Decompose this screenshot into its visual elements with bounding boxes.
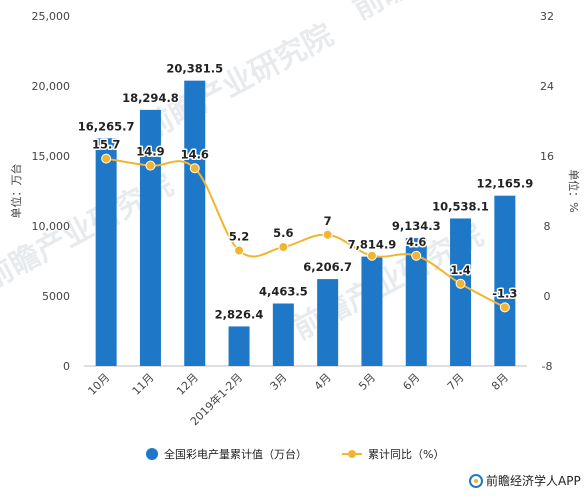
line-point (322, 229, 333, 240)
y2-tick-label: 32 (540, 10, 554, 23)
y2-tick-label: 0 (544, 290, 551, 303)
data-labels: 16,265.7 18,294.8 20,381.5 2,826.4 4,463.5 6,… (76, 60, 534, 323)
bar (228, 326, 250, 366)
bar-value-label: 10,538.1 (432, 199, 489, 213)
line-value-label: 1.4 (450, 263, 470, 277)
x-tick-label: 6月 (400, 371, 422, 393)
bar (317, 279, 339, 366)
bar-value-label: 16,265.7 (78, 119, 135, 133)
line-point (499, 302, 510, 313)
bar-value-label: 6,206.7 (303, 260, 352, 274)
line-point (366, 250, 377, 261)
bar (405, 238, 427, 366)
x-tick-label: 7月 (445, 371, 467, 393)
legend-line-marker (348, 450, 356, 458)
line-value-label: 15.7 (92, 138, 120, 152)
bar-value-label: 2,826.4 (215, 307, 264, 321)
line-value-label: 5.2 (229, 230, 249, 244)
line-point (411, 250, 422, 261)
legend: 全国彩电产量累计值（万台） 累计同比（%） (146, 447, 444, 461)
x-tick-label: 12月 (174, 371, 201, 398)
x-tick-label: 5月 (356, 371, 378, 393)
y2-tick-label: -8 (542, 360, 553, 373)
line-point (189, 163, 200, 174)
bar-series (95, 80, 516, 366)
bar (139, 109, 161, 366)
bar (450, 218, 472, 366)
line-value-label: -1.3 (492, 286, 517, 300)
x-tick-label: 4月 (312, 371, 334, 393)
line-value-label: 14.6 (181, 147, 209, 161)
line-series (101, 153, 510, 313)
line-value-label: 5.6 (273, 226, 293, 240)
bar-value-label: 18,294.8 (122, 91, 179, 105)
bar (494, 195, 516, 366)
bar (361, 256, 383, 366)
x-tick-label: 8月 (489, 371, 511, 393)
line-value-label: 4.6 (406, 235, 426, 249)
brand-logo-icon (469, 474, 483, 488)
y-tick-label: 15,000 (32, 150, 71, 163)
watermark-text-0: 前瞻产业研究院 (137, 18, 339, 147)
y2-tick-label: 16 (540, 150, 554, 163)
line-point (278, 242, 289, 252)
footer: 前瞻经济学人APP (469, 473, 581, 488)
legend-line-label: 累计同比（%） (368, 448, 444, 461)
legend-bar-swatch (146, 448, 158, 460)
y-tick-label: 10,000 (32, 220, 71, 233)
bar-value-label: 7,814.9 (348, 238, 397, 252)
bar-value-label: 4,463.5 (259, 285, 308, 299)
bar (95, 138, 117, 366)
line-value-label: 7 (324, 214, 332, 228)
y-tick-label: 25,000 (32, 10, 71, 23)
x-tick-label: 11月 (130, 371, 157, 398)
line-point (101, 153, 112, 164)
bar (184, 80, 206, 366)
bar (272, 303, 294, 366)
line-value-label: 14.9 (136, 145, 164, 159)
line-path (105, 157, 506, 309)
line-point (145, 160, 156, 171)
watermark-text-3: 前瞻产业研究院 (347, 0, 549, 27)
bar-value-label: 9,134.3 (392, 219, 441, 233)
y-axis-title: 单位：万台 (9, 164, 23, 219)
y-tick-label: 20,000 (32, 80, 71, 93)
bar-value-label: 12,165.9 (476, 177, 533, 191)
legend-bar-label: 全国彩电产量累计值（万台） (164, 447, 307, 461)
y-tick-label: 0 (63, 360, 70, 373)
line-point (455, 278, 466, 289)
y-tick-label: 5000 (42, 290, 70, 303)
line-point (234, 245, 245, 256)
brand-logo-dot (474, 479, 478, 483)
footer-brand-text: 前瞻经济学人APP (486, 473, 581, 488)
y2-tick-label: 24 (540, 80, 554, 93)
y2-tick-label: 8 (544, 220, 551, 233)
bar-value-label: 20,381.5 (166, 62, 223, 76)
y2-axis-title: 单位：% (567, 169, 581, 212)
x-tick-label: 10月 (85, 371, 112, 398)
x-tick-label: 3月 (268, 371, 290, 393)
